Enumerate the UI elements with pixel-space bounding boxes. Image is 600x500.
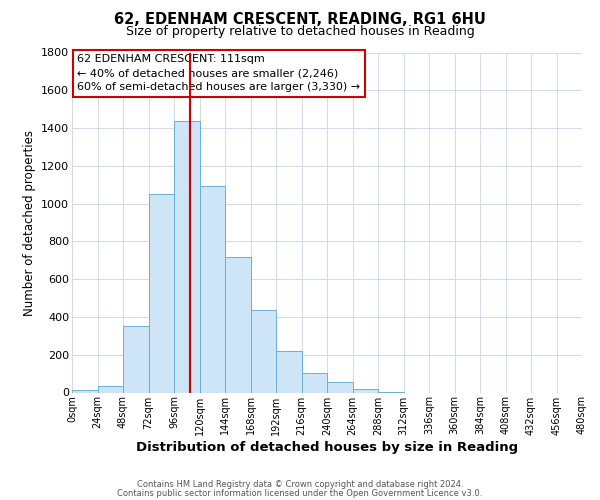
Text: 62 EDENHAM CRESCENT: 111sqm
← 40% of detached houses are smaller (2,246)
60% of : 62 EDENHAM CRESCENT: 111sqm ← 40% of det… [77, 54, 360, 92]
Bar [149, 194, 174, 392]
Text: 62, EDENHAM CRESCENT, READING, RG1 6HU: 62, EDENHAM CRESCENT, READING, RG1 6HU [114, 12, 486, 28]
Text: Contains HM Land Registry data © Crown copyright and database right 2024.: Contains HM Land Registry data © Crown c… [137, 480, 463, 489]
Bar [199, 186, 225, 392]
Bar [72, 390, 97, 392]
Bar [302, 372, 327, 392]
Text: Size of property relative to detached houses in Reading: Size of property relative to detached ho… [125, 25, 475, 38]
Text: Contains public sector information licensed under the Open Government Licence v3: Contains public sector information licen… [118, 488, 482, 498]
Bar [353, 388, 378, 392]
Bar [123, 326, 149, 392]
Y-axis label: Number of detached properties: Number of detached properties [23, 130, 35, 316]
X-axis label: Distribution of detached houses by size in Reading: Distribution of detached houses by size … [136, 442, 518, 454]
Bar [174, 120, 199, 392]
Bar [327, 382, 353, 392]
Bar [276, 351, 302, 393]
Bar [251, 310, 276, 392]
Bar [225, 256, 251, 392]
Bar [97, 386, 123, 392]
